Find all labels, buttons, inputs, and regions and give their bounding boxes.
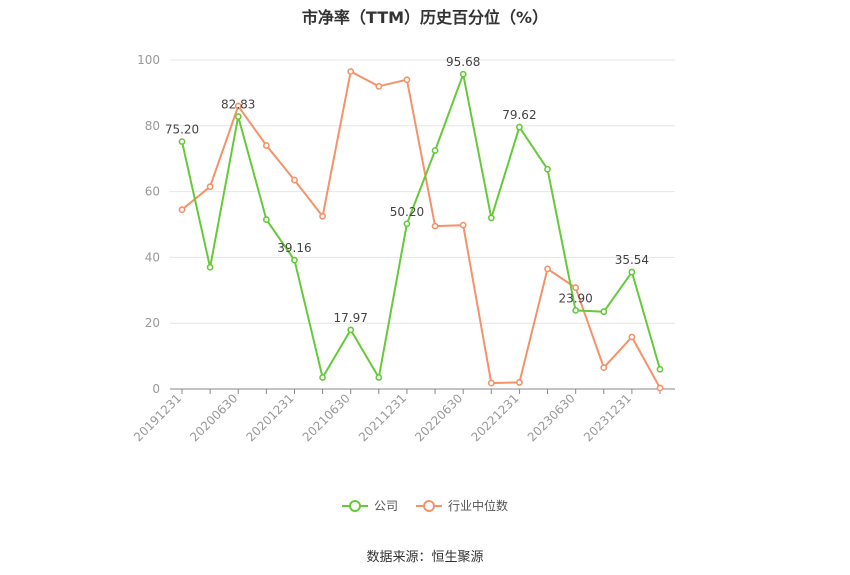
data-point-industry (487, 379, 495, 387)
y-tick-labels: 0 20 40 60 80 100 (137, 53, 160, 396)
data-point-industry (572, 284, 580, 292)
data-point-company (600, 308, 608, 316)
data-point-company (656, 365, 664, 373)
series-lines (178, 68, 664, 392)
data-point-industry (600, 364, 608, 372)
data-point-industry (459, 221, 467, 229)
data-label: 23.90 (558, 291, 592, 305)
chart-title: 市净率（TTM）历史百分位（%） (301, 8, 549, 27)
data-point-industry (375, 82, 383, 90)
data-point-company (572, 306, 580, 314)
data-point-company (544, 165, 551, 173)
data-point-company (375, 374, 383, 381)
data-point-industry (516, 379, 523, 386)
grid-lines (170, 59, 675, 324)
legend-item-company[interactable]: 公司 (341, 497, 398, 514)
x-tick-label: 20221231 (468, 391, 521, 444)
x-tick-label: 20230630 (525, 391, 578, 444)
data-point-industry (403, 76, 411, 84)
legend-item-industry[interactable]: 行业中位数 (416, 497, 508, 514)
x-tick-label: 20201231 (244, 391, 297, 444)
data-point-company (516, 123, 523, 131)
data-label: 17.97 (334, 311, 368, 325)
data-point-company (403, 220, 411, 228)
data-point-industry (206, 183, 214, 191)
data-point-industry (178, 206, 186, 214)
data-point-industry (431, 222, 439, 230)
data-point-company (487, 214, 495, 222)
data-point-industry (656, 384, 664, 392)
data-label: 50.20 (390, 205, 424, 219)
series-line-company (181, 70, 661, 381)
x-tick-label: 20191231 (131, 391, 184, 444)
x-tick-label: 20231231 (581, 391, 634, 444)
y-tick-label: 40 (145, 250, 160, 264)
x-tick-label: 20200630 (187, 391, 240, 444)
legend: 公司 行业中位数 (0, 497, 850, 514)
y-tick-label: 80 (145, 119, 160, 133)
data-source: 数据来源：恒生聚源 (366, 550, 484, 565)
data-point-industry (262, 142, 270, 149)
data-point-industry (319, 212, 326, 220)
y-tick-label: 100 (137, 53, 160, 67)
y-tick-label: 0 (152, 382, 160, 396)
data-point-company (347, 326, 355, 334)
data-label: 39.16 (277, 241, 311, 255)
data-point-industry (291, 176, 298, 184)
data-point-company (291, 256, 298, 264)
data-point-company (262, 216, 270, 223)
series-line-industry (181, 69, 661, 389)
legend-swatch-company (341, 499, 368, 513)
data-label: 82.83 (221, 97, 255, 111)
data-point-industry (544, 265, 551, 273)
data-label: 95.68 (446, 55, 480, 69)
x-tick-label: 20220630 (412, 391, 465, 444)
data-point-company (206, 263, 214, 271)
data-point-company (431, 147, 439, 154)
data-point-company (178, 138, 186, 145)
data-point-company (628, 268, 636, 276)
data-label: 75.20 (165, 123, 199, 137)
legend-label-industry: 行业中位数 (448, 499, 509, 513)
data-labels: 75.20 82.83 39.16 17.97 50.20 95.68 79.62 23.90… (165, 55, 649, 325)
data-point-company (319, 374, 326, 381)
data-point-industry (628, 333, 636, 341)
legend-swatch-industry (416, 499, 442, 513)
data-label: 35.54 (615, 253, 649, 267)
data-label: 79.62 (502, 108, 536, 122)
x-axis: 20191231 20200630 20201231 20210630 20211231… (131, 388, 675, 444)
y-tick-label: 60 (145, 185, 160, 199)
data-point-industry (347, 68, 355, 75)
x-tick-label: 20211231 (356, 391, 409, 444)
data-point-company (459, 70, 467, 78)
x-tick-label: 20210630 (300, 391, 353, 444)
data-point-industry (234, 102, 242, 110)
legend-label-company: 公司 (373, 499, 398, 513)
y-tick-label: 20 (145, 316, 160, 330)
data-point-company (234, 113, 242, 120)
